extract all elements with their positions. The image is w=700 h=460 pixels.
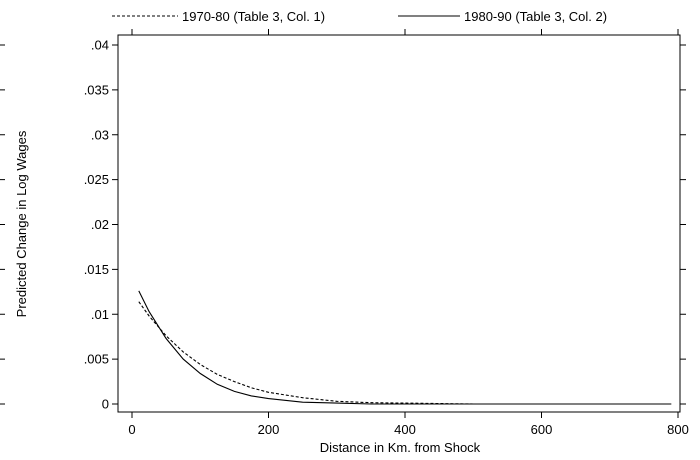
legend-label: 1980-90 (Table 3, Col. 2) [464, 9, 607, 24]
outer-tick-marks [0, 44, 5, 405]
y-tick-label: 0 [102, 397, 109, 412]
y-tick-label: .01 [91, 307, 109, 322]
y-tick-label: .04 [91, 38, 109, 53]
plot-frame [117, 34, 681, 413]
x-tick-label: 0 [128, 422, 135, 437]
y-axis-label: Predicted Change in Log Wages [14, 130, 29, 317]
y-tick-label: .03 [91, 127, 109, 142]
y-tick-label: .02 [91, 217, 109, 232]
x-tick-label: 400 [394, 422, 416, 437]
x-tick-label: 200 [258, 422, 280, 437]
series-line-1980-90 [138, 290, 672, 405]
y-axis: 0 .005 .01 .015 .02 .025 .03 .035 .04 [84, 38, 686, 412]
x-tick-label: 600 [531, 422, 553, 437]
legend-label: 1970-80 (Table 3, Col. 1) [182, 9, 325, 24]
series-line-1970-80 [138, 301, 672, 405]
x-axis: 0 200 400 600 800 [128, 29, 689, 437]
y-tick-label: .035 [84, 82, 109, 97]
y-tick-label: .015 [84, 262, 109, 277]
series-layer [138, 290, 672, 405]
legend: 1970-80 (Table 3, Col. 1) 1980-90 (Table … [112, 9, 607, 24]
y-tick-label: .005 [84, 352, 109, 367]
x-tick-label: 800 [667, 422, 689, 437]
y-tick-label: .025 [84, 172, 109, 187]
x-axis-label: Distance in Km. from Shock [320, 440, 481, 455]
